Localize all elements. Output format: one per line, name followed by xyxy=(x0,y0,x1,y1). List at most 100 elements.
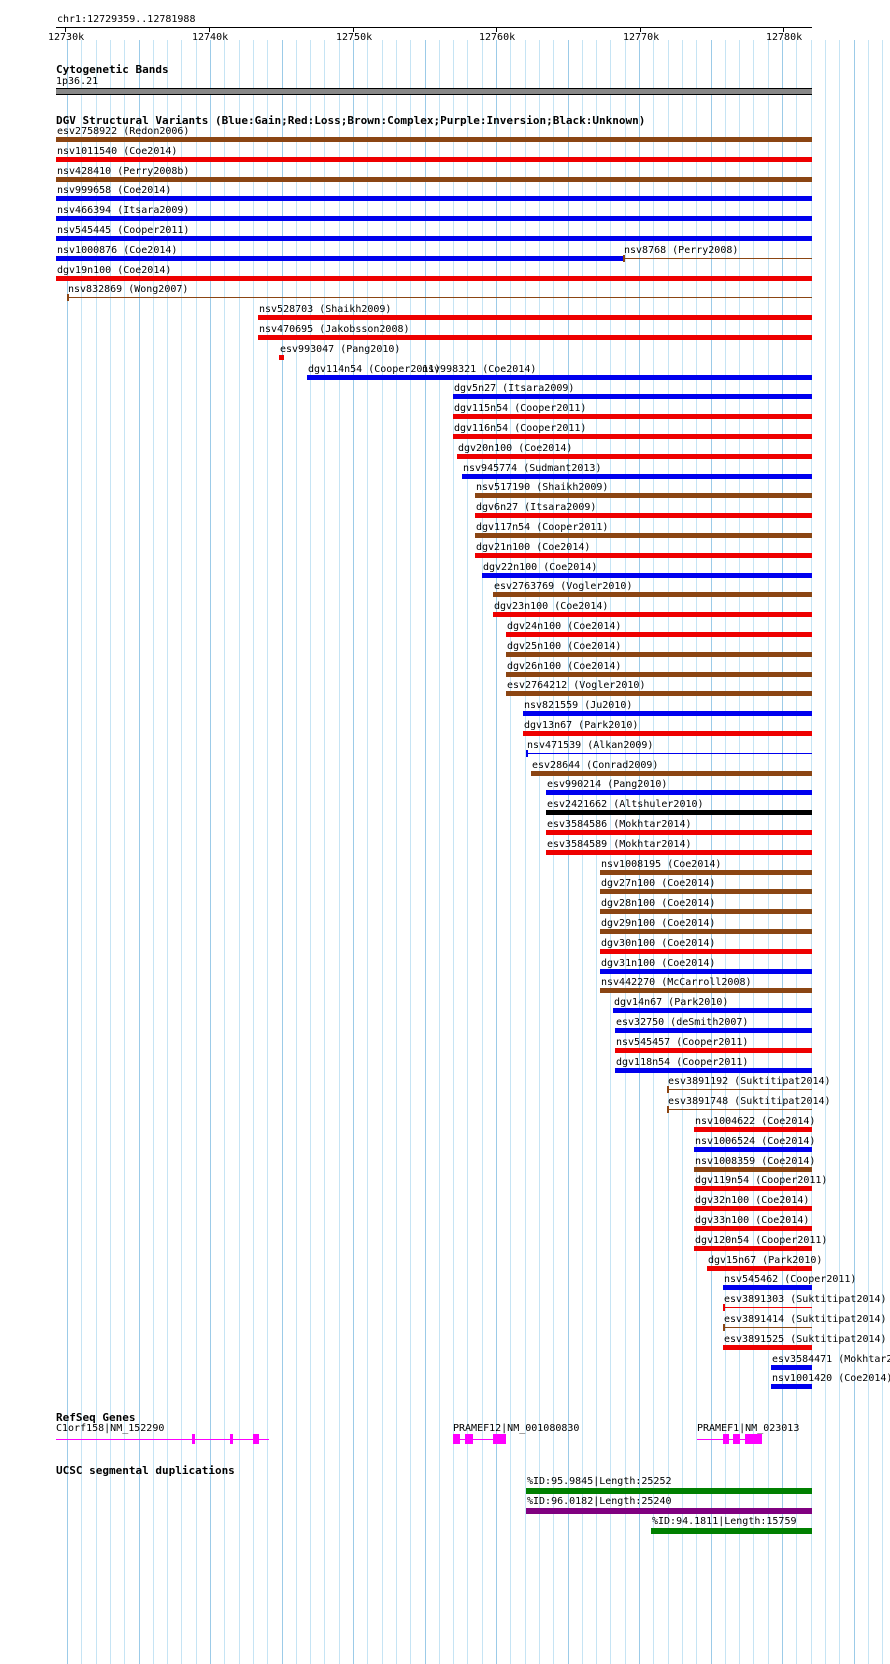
ruler-tick xyxy=(496,27,497,32)
refseq-intron-line xyxy=(697,1439,748,1440)
dgv-variant-bar[interactable] xyxy=(493,592,812,597)
dgv-variant-bar[interactable] xyxy=(600,969,812,974)
dgv-variant-bar[interactable] xyxy=(694,1147,812,1152)
dgv-variant-bar[interactable] xyxy=(694,1226,812,1231)
dgv-variant-bar[interactable] xyxy=(493,612,812,617)
dgv-variant-bar[interactable] xyxy=(600,949,812,954)
dgv-variant-bar[interactable] xyxy=(546,850,812,855)
cytoband-title: Cytogenetic Bands xyxy=(56,63,169,76)
dgv-variant-bar[interactable] xyxy=(523,711,812,716)
ruler-tick-label: 12780k xyxy=(766,32,803,43)
dgv-variant-bar[interactable] xyxy=(600,909,812,914)
dgv-variant-label: dgv33n100 (Coe2014) xyxy=(695,1215,810,1226)
dgv-variant-label: esv3891303 (Suktitipat2014) xyxy=(724,1294,887,1305)
dgv-variant-bar[interactable] xyxy=(453,434,812,439)
cytoband-bar[interactable] xyxy=(56,88,812,95)
ruler-tick-label: 12740k xyxy=(192,32,229,43)
dgv-variant-label: nsv545462 (Cooper2011) xyxy=(724,1274,857,1285)
dgv-variant-bar[interactable] xyxy=(546,810,812,815)
dgv-variant-bar[interactable] xyxy=(506,691,812,696)
dgv-variant-bar[interactable] xyxy=(613,1008,812,1013)
dgv-variant-bar[interactable] xyxy=(523,731,812,736)
dgv-variant-bar[interactable] xyxy=(667,1109,812,1110)
dgv-variant-label: dgv26n100 (Coe2014) xyxy=(507,661,622,672)
dgv-variant-bar[interactable] xyxy=(506,672,812,677)
dgv-variant-label: dgv30n100 (Coe2014) xyxy=(601,938,716,949)
dgv-variant-label: nsv528703 (Shaikh2009) xyxy=(259,304,392,315)
dgv-variant-bar[interactable] xyxy=(56,137,812,142)
dgv-variant-label: nsv470695 (Jakobsson2008) xyxy=(259,324,410,335)
dgv-variant-label: dgv5n27 (Itsara2009) xyxy=(454,383,575,394)
dgv-variant-bar[interactable] xyxy=(771,1365,812,1370)
dgv-variant-bar[interactable] xyxy=(526,753,812,754)
dgv-variant-bar[interactable] xyxy=(56,157,812,162)
dgv-variant-bar[interactable] xyxy=(457,454,812,459)
ruler-tick xyxy=(209,27,210,32)
dgv-variant-bar[interactable] xyxy=(56,216,812,221)
dgv-variant-bar[interactable] xyxy=(615,1068,812,1073)
dgv-variant-bar[interactable] xyxy=(475,513,812,518)
dgv-variant-bar[interactable] xyxy=(475,533,812,538)
refseq-gene-label: PRAMEF1|NM_023013 xyxy=(697,1423,800,1434)
refseq-gene-label: PRAMEF12|NM_001080830 xyxy=(453,1423,580,1434)
dgv-variant-bar[interactable] xyxy=(506,632,812,637)
dgv-variant-bar[interactable] xyxy=(546,790,812,795)
dgv-variant-bar[interactable] xyxy=(694,1206,812,1211)
dgv-variant-label: nsv1011540 (Coe2014) xyxy=(57,146,178,157)
refseq-exon xyxy=(253,1434,259,1444)
dgv-variant-bar[interactable] xyxy=(531,771,812,776)
dgv-variant-bar[interactable] xyxy=(600,988,812,993)
dgv-variant-bar[interactable] xyxy=(694,1167,812,1172)
dgv-variant-bar[interactable] xyxy=(482,573,812,578)
refseq-intron-line xyxy=(56,1439,269,1440)
ruler-tick xyxy=(783,27,784,32)
ruler-tick-label: 12760k xyxy=(479,32,516,43)
dgv-variant-bar[interactable] xyxy=(56,276,812,281)
segdup-bar[interactable] xyxy=(651,1528,812,1534)
dgv-variant-bar[interactable] xyxy=(56,256,623,261)
dgv-variant-bar[interactable] xyxy=(723,1327,812,1328)
dgv-variant-label: dgv24n100 (Coe2014) xyxy=(507,621,622,632)
dgv-variant-bar[interactable] xyxy=(56,196,812,201)
dgv-variant-bar[interactable] xyxy=(546,830,812,835)
segdup-bar[interactable] xyxy=(526,1488,812,1494)
dgv-variant-bar[interactable] xyxy=(258,335,812,340)
dgv-variant-bar[interactable] xyxy=(279,355,284,360)
dgv-variant-label: dgv19n100 (Coe2014) xyxy=(57,265,172,276)
dgv-variant-bar[interactable] xyxy=(453,414,812,419)
dgv-variant-bar[interactable] xyxy=(623,258,812,259)
segdup-label: %ID:94.1811|Length:15759 xyxy=(652,1516,797,1527)
dgv-variant-bar[interactable] xyxy=(723,1345,812,1350)
dgv-variant-bar[interactable] xyxy=(600,870,812,875)
dgv-variant-label: esv3891748 (Suktitipat2014) xyxy=(668,1096,831,1107)
dgv-variant-label: nsv821559 (Ju2010) xyxy=(524,700,633,711)
dgv-variant-bar[interactable] xyxy=(307,375,812,380)
dgv-variant-bar[interactable] xyxy=(694,1186,812,1191)
dgv-variant-bar[interactable] xyxy=(600,929,812,934)
dgv-variant-bar[interactable] xyxy=(453,394,812,399)
dgv-variant-bar[interactable] xyxy=(694,1246,812,1251)
segdup-bar[interactable] xyxy=(526,1508,812,1514)
dgv-variant-bar[interactable] xyxy=(56,236,812,241)
dgv-variant-bar[interactable] xyxy=(771,1384,812,1389)
dgv-variant-label: dgv31n100 (Coe2014) xyxy=(601,958,716,969)
ruler-tick-label: 12770k xyxy=(623,32,660,43)
dgv-variant-bar[interactable] xyxy=(506,652,812,657)
dgv-variant-bar[interactable] xyxy=(600,889,812,894)
dgv-variant-bar[interactable] xyxy=(694,1127,812,1132)
dgv-variant-bar[interactable] xyxy=(707,1266,812,1271)
ruler-range-label: chr1:12729359..12781988 xyxy=(57,14,196,25)
dgv-variant-bar[interactable] xyxy=(56,177,812,182)
ruler-tick xyxy=(65,27,66,32)
dgv-variant-bar[interactable] xyxy=(462,474,812,479)
dgv-variant-bar[interactable] xyxy=(67,297,812,298)
dgv-variant-label: dgv29n100 (Coe2014) xyxy=(601,918,716,929)
dgv-variant-bar[interactable] xyxy=(258,315,812,320)
dgv-variant-bar[interactable] xyxy=(723,1307,812,1308)
dgv-variant-bar[interactable] xyxy=(475,553,812,558)
dgv-variant-bar[interactable] xyxy=(475,493,812,498)
dgv-variant-bar[interactable] xyxy=(615,1028,812,1033)
dgv-variant-bar[interactable] xyxy=(667,1089,812,1090)
dgv-variant-bar[interactable] xyxy=(723,1285,812,1290)
dgv-variant-bar[interactable] xyxy=(615,1048,812,1053)
